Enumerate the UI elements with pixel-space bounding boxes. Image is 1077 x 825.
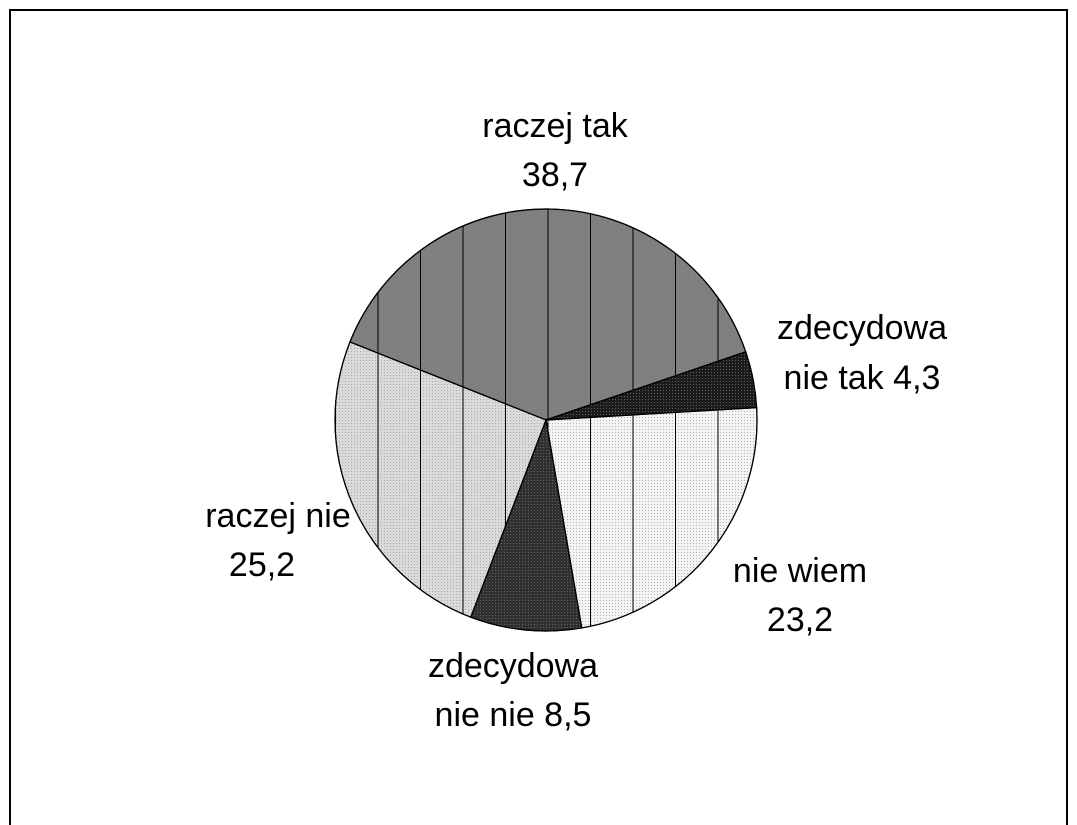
data-label: nie nie 8,5 (435, 696, 592, 734)
data-label: zdecydowa (428, 647, 598, 685)
data-label: raczej nie (205, 497, 351, 535)
slice-hatch (546, 407, 757, 628)
slice-hatch (335, 341, 546, 618)
slice-texture (470, 420, 582, 631)
data-label: 25,2 (229, 546, 295, 584)
data-label: zdecydowa (777, 309, 947, 347)
slice-outline (334, 341, 547, 618)
data-label: 23,2 (767, 601, 833, 639)
slice-outline (349, 208, 747, 421)
data-label: nie wiem (733, 552, 867, 590)
slice-hatch (349, 209, 746, 420)
data-label: 38,7 (522, 156, 588, 194)
slice-outline (469, 417, 583, 632)
slice-outline (545, 407, 758, 629)
slice-texture (546, 351, 757, 420)
data-label: raczej tak (482, 107, 628, 145)
data-label: nie tak 4,3 (784, 359, 941, 397)
frame (9, 9, 1068, 825)
